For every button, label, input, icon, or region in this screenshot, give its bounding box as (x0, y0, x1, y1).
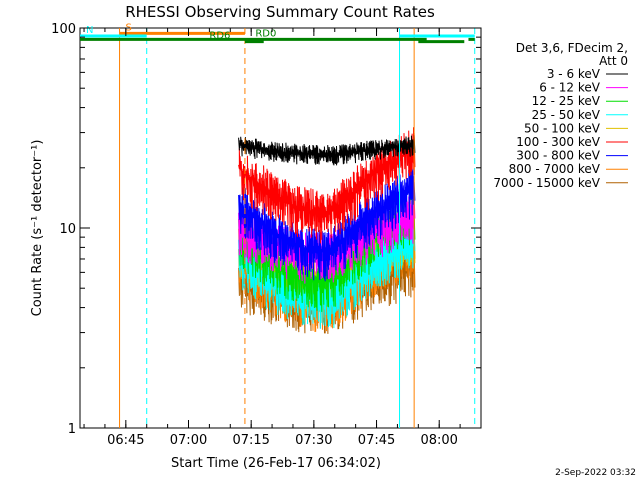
annotation-bars-group: S N RD0 RD6 (80, 22, 475, 44)
x-axis-label: Start Time (26-Feb-17 06:34:02) (171, 456, 381, 471)
legend-entry-label: 50 - 100 keV (524, 121, 601, 135)
legend-entry-label: 100 - 300 keV (516, 135, 600, 149)
y-tick-label: 1 (68, 422, 76, 437)
legend-entry-label: 3 - 6 keV (547, 67, 601, 81)
x-tick-label: 07:30 (295, 433, 332, 448)
legend-entry-label: 12 - 25 keV (532, 94, 601, 108)
x-tick-label: 07:15 (232, 433, 269, 448)
x-tick-label: 08:00 (420, 433, 457, 448)
axes-group: 06:45 07:00 07:15 07:30 07:45 08:00 1 10 100 (51, 22, 482, 448)
y-tick-label: 100 (51, 22, 76, 37)
series-trace (238, 168, 416, 282)
chart-title: RHESSI Observing Summary Count Rates (125, 3, 435, 21)
series-trace (238, 127, 416, 244)
x-tick-label: 07:45 (358, 433, 395, 448)
annotation-label: N (86, 25, 93, 36)
legend-header: Att 0 (599, 54, 628, 68)
legend-entry-label: 7000 - 15000 keV (493, 176, 600, 190)
y-tick-label: 10 (59, 222, 76, 237)
annotation-label: RD0 (255, 28, 276, 39)
y-axis-label: Count Rate (s⁻¹ detector⁻¹) (30, 140, 45, 317)
series-trace (238, 135, 416, 166)
legend-entry-label: 6 - 12 keV (539, 81, 601, 95)
legend-entry-label: 300 - 800 keV (516, 149, 600, 163)
generation-timestamp: 2-Sep-2022 03:32 (555, 468, 636, 478)
series-group (238, 127, 416, 334)
annotation-label: RD6 (209, 31, 230, 42)
x-tick-label: 06:45 (107, 433, 144, 448)
annotation-label: S (126, 22, 132, 33)
legend-header: Det 3,6, FDecim 2, (516, 41, 628, 55)
legend-entry-label: 25 - 50 keV (532, 108, 601, 122)
legend-entry-label: 800 - 7000 keV (509, 162, 601, 176)
x-tick-label: 07:00 (170, 433, 207, 448)
